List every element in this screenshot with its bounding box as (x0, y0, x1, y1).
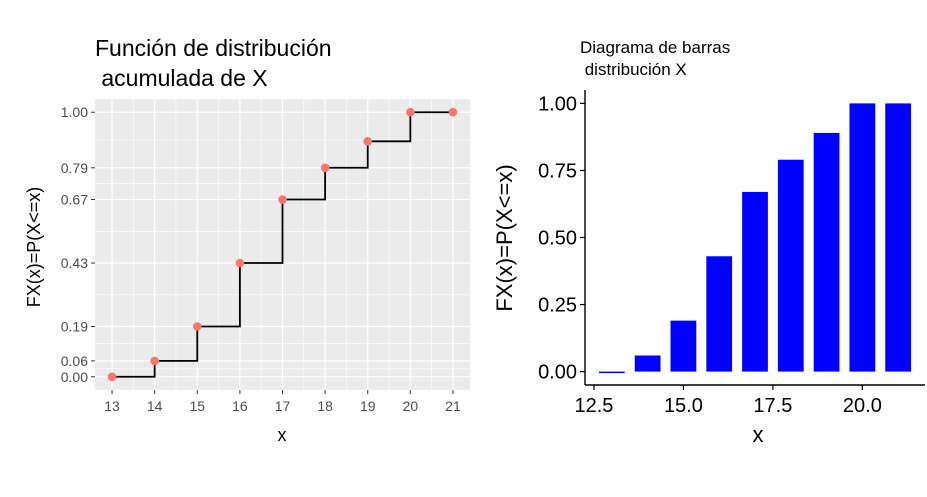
left-y-axis-label: FX(x)=P(X<=x) (24, 187, 44, 308)
left-data-point (192, 322, 202, 331)
left-x-axis-ticks: 13 14 15 16 17 18 19 20 21 (104, 390, 461, 414)
left-y-tick-label: 0.79 (61, 160, 88, 176)
right-title-line-2: distribución X (580, 60, 687, 79)
left-x-tick-label: 14 (147, 398, 163, 414)
right-y-tick-label: 0.75 (538, 160, 577, 182)
left-step-path (112, 111, 453, 378)
left-title-line-2: acumulada de X (95, 65, 268, 91)
left-title-line-1: Función de distribución (95, 35, 332, 61)
left-data-point (363, 137, 373, 146)
bar (634, 355, 661, 372)
bar (885, 103, 912, 372)
right-y-axis-label: FX(x)=P(X<=x) (492, 164, 517, 311)
left-x-tick-label: 15 (189, 398, 205, 414)
right-x-axis-ticks: 12.5 15.0 17.5 20.0 (574, 385, 882, 417)
bar (777, 159, 804, 372)
left-data-point (406, 107, 415, 117)
left-x-tick-label: 17 (275, 398, 291, 414)
right-x-tick-label: 17.5 (753, 395, 792, 417)
left-data-point (107, 372, 117, 382)
left-data-point (235, 258, 245, 268)
left-y-tick-label: 1.00 (61, 104, 88, 120)
cdf-step-chart: Función de distribución acumulada de X 0… (24, 35, 470, 445)
right-y-axis-ticks: 0.00 0.25 0.50 0.75 1.00 (538, 93, 585, 384)
bar (742, 191, 768, 372)
left-data-points (107, 107, 458, 382)
bar (706, 256, 733, 372)
right-bars (598, 103, 912, 374)
right-y-tick-label: 0.50 (538, 228, 577, 250)
left-x-tick-label: 13 (104, 398, 120, 414)
bar (670, 320, 697, 372)
left-y-tick-label: 0.19 (61, 319, 88, 335)
left-data-point (448, 107, 458, 117)
left-data-point (320, 163, 330, 173)
left-x-tick-label: 21 (445, 398, 461, 414)
right-y-tick-label: 0.25 (538, 295, 577, 317)
bar (598, 371, 625, 374)
left-data-point (278, 195, 287, 204)
left-data-point (150, 356, 159, 366)
left-x-tick-label: 18 (317, 398, 333, 414)
left-x-axis-label: x (278, 425, 287, 445)
right-y-tick-label: 1.00 (538, 93, 577, 115)
left-y-axis-ticks: 0.000.06 0.19 0.43 0.67 0.79 1.00 (61, 104, 95, 385)
left-y-tick-label: 0.43 (61, 255, 88, 271)
right-x-tick-label: 20.0 (843, 395, 882, 417)
left-y-tick-label: 0.67 (61, 192, 88, 208)
right-x-tick-label: 15.0 (664, 395, 703, 417)
left-step-lines (112, 111, 453, 378)
left-y-tick-label: 0.00 (61, 369, 88, 385)
right-y-tick-label: 0.00 (538, 362, 577, 384)
right-x-tick-label: 12.5 (574, 395, 613, 417)
left-x-tick-label: 20 (403, 398, 419, 414)
left-x-tick-label: 16 (232, 398, 248, 414)
cdf-bar-chart: Diagrama de barras distribución X 0.000.… (492, 38, 925, 447)
right-x-axis-label: x (753, 422, 764, 447)
left-y-tick-label: 0.06 (61, 353, 88, 369)
left-x-tick-label: 19 (360, 398, 376, 414)
right-title-line-1: Diagrama de barras (580, 38, 730, 57)
bar (813, 132, 840, 372)
bar (849, 103, 876, 372)
